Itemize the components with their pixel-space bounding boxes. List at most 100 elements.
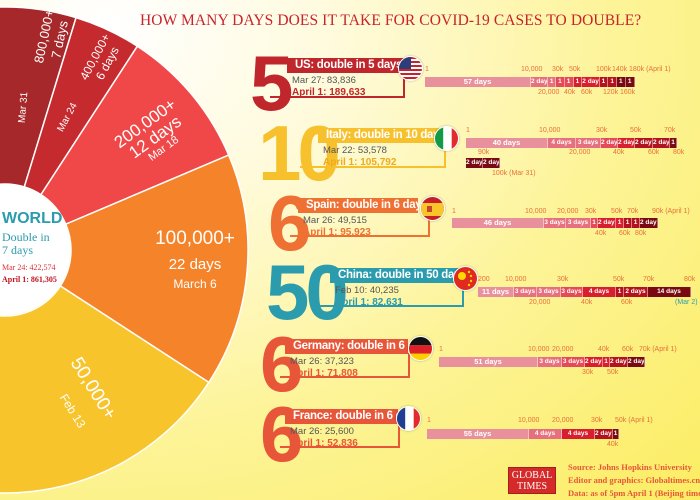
card-april1-count-it: April 1: 105,792 xyxy=(323,157,397,168)
doubling-segment-it: 2 days xyxy=(618,138,635,148)
card-april1-count-es: April 1: 95,923 xyxy=(303,227,371,238)
card-start-count-de: Mar 26: 37,323 xyxy=(290,356,354,367)
doubling-segment-it: 4 days xyxy=(548,138,576,148)
doubling-segment-fr: 4 days xyxy=(529,429,562,439)
card-april1-count-fr: April 1: 52,836 xyxy=(290,438,358,449)
card-header-it: Italy: double in 10 days xyxy=(318,128,446,143)
card-border-us xyxy=(270,73,405,98)
card-border-it xyxy=(300,143,446,168)
card-header-es: Spain: double in 6 days xyxy=(298,198,428,213)
tick-label-top-cn: 200 xyxy=(478,276,490,283)
tick-label-bottom-us: 160k xyxy=(620,89,636,96)
tick-label-top-es: 70k xyxy=(627,208,639,215)
tick-note-it: 100k (Mar 31) xyxy=(492,170,536,177)
card-border-de xyxy=(280,353,410,378)
card-start-count-cn: Feb 10: 40,235 xyxy=(335,285,399,296)
tick-label-top-de: 70k (April 1) xyxy=(639,346,677,353)
double-days-number-es: 6 xyxy=(268,179,311,267)
source-text: Source: Johns Hopkins University xyxy=(568,462,692,472)
tick-label-bottom-de: 30k xyxy=(582,369,594,376)
tick-label-top-fr: 30k xyxy=(591,417,603,424)
tick-label-top-es: 20,000 xyxy=(557,208,579,215)
doubling-segment-us: 1 xyxy=(608,77,617,87)
world-label: WORLD xyxy=(2,210,63,227)
doubling-segment-cn: 1 xyxy=(616,287,624,297)
doubling-segment-it: 2 days xyxy=(601,138,618,148)
tick-label-top-us: 30k xyxy=(552,66,564,73)
tick-label-bottom-cn: 20,000 xyxy=(529,299,551,306)
tick-label-bottom-de: 50k xyxy=(607,369,619,376)
tick-label-top-de: 10,000 xyxy=(528,346,550,353)
tick-label-top-de: 20,000 xyxy=(552,346,574,353)
doubling-segment-us: 2 days xyxy=(531,77,548,87)
tick-label-top-it: 70k xyxy=(664,127,676,134)
tick-label-bottom-cn: 40k xyxy=(581,299,593,306)
tick-label-top-cn: 80k xyxy=(684,276,696,283)
global-times-logo: GLOBAL TIMES xyxy=(508,467,556,494)
card-start-count-us: Mar 27: 83,836 xyxy=(292,75,356,86)
world-mar24: Mar 24: 422,574 xyxy=(2,263,56,272)
tick-label-top-cn: 70k xyxy=(643,276,655,283)
doubling-segment-it: 2 days xyxy=(466,158,483,168)
tick-label-top-us: 10,000 xyxy=(521,66,543,73)
doubling-segment-us: 1 xyxy=(564,77,574,87)
double-days-number-it: 10 xyxy=(258,109,341,197)
doubling-segment-it: 2 days xyxy=(653,138,670,148)
tick-label-top-es: 50k xyxy=(611,208,623,215)
doubling-segment-cn: 3 days xyxy=(514,287,537,297)
card-header-cn: China: double in 50 days xyxy=(330,268,467,283)
tick-label-top-us: 50k xyxy=(569,66,581,73)
doubling-segment-it: 1 xyxy=(670,138,677,148)
card-start-count-fr: Mar 26: 25,600 xyxy=(290,426,354,437)
tick-label-top-cn: 10,000 xyxy=(505,276,527,283)
doubling-segment-cn: 4 days xyxy=(583,287,616,297)
doubling-segment-es: 46 days xyxy=(452,218,544,228)
tick-label-bottom-it: 80k xyxy=(673,149,685,156)
doubling-segment-de: 2 days xyxy=(585,357,603,367)
data-date-text: Data: as of 5pm April 1 (Beijing time) xyxy=(568,488,700,498)
tick-label-top-cn: 30k xyxy=(557,276,569,283)
world-pie-chart xyxy=(0,6,249,494)
doubling-segment-es: 1 xyxy=(591,218,598,228)
tick-label-bottom-it: 20,000 xyxy=(569,149,591,156)
card-header-de: Germany: double in 6 days xyxy=(285,339,433,354)
editor-text: Editor and graphics: Globaltimes.cn xyxy=(568,475,700,485)
tick-label-bottom-it: 60k xyxy=(648,149,660,156)
pie-slice-0 xyxy=(0,6,77,188)
doubling-segment-us: 2 days xyxy=(582,77,600,87)
tick-label-bottom-us: 20,000 xyxy=(538,89,560,96)
flag-de-icon xyxy=(408,336,433,361)
doubling-segment-us: 1 xyxy=(617,77,626,87)
flag-us-icon xyxy=(398,56,423,81)
doubling-segment-us: 1 xyxy=(599,77,609,87)
pie-slice-3 xyxy=(59,154,249,384)
tick-label-bottom-es: 80k xyxy=(635,230,647,237)
tick-label-top-fr: 10,000 xyxy=(518,417,540,424)
world-double-in: Double in xyxy=(2,230,50,244)
doubling-segment-us: 1 xyxy=(556,77,565,87)
doubling-segment-us: 57 days xyxy=(425,77,531,87)
world-days: 7 days xyxy=(2,243,33,257)
card-border-fr xyxy=(280,423,400,448)
tick-label-top-it: 50k xyxy=(630,127,642,134)
doubling-segment-de: 2 days xyxy=(628,357,645,367)
doubling-segment-us: 1 xyxy=(625,77,635,87)
tick-label-top-es: 10,000 xyxy=(525,208,547,215)
pie-slice-2 xyxy=(39,45,230,226)
tick-label-top-it: 10,000 xyxy=(539,127,561,134)
doubling-segment-es: 1 xyxy=(616,218,624,228)
page-title: HOW MANY DAYS DOES IT TAKE FOR COVID-19 … xyxy=(140,12,642,29)
double-days-number-fr: 6 xyxy=(260,390,303,478)
tick-label-top-fr: 50k (April 1) xyxy=(615,417,653,424)
doubling-segment-es: 3 days xyxy=(566,218,591,228)
doubling-segment-de: 3 days xyxy=(538,357,562,367)
doubling-segment-de: 3 days xyxy=(562,357,585,367)
tick-label-bottom-it: 90k xyxy=(478,149,490,156)
tick-note-cn: (Mar 2) xyxy=(675,299,698,306)
world-summary: WORLD Double in 7 days Mar 24: 422,574 A… xyxy=(2,210,62,284)
doubling-segment-fr: 55 days xyxy=(427,429,529,439)
double-days-number-de: 6 xyxy=(260,320,303,408)
tick-label-top-us: 180k (April 1) xyxy=(629,66,671,73)
tick-label-top-de: 60k xyxy=(622,346,634,353)
doubling-segment-es: 1 xyxy=(624,218,632,228)
